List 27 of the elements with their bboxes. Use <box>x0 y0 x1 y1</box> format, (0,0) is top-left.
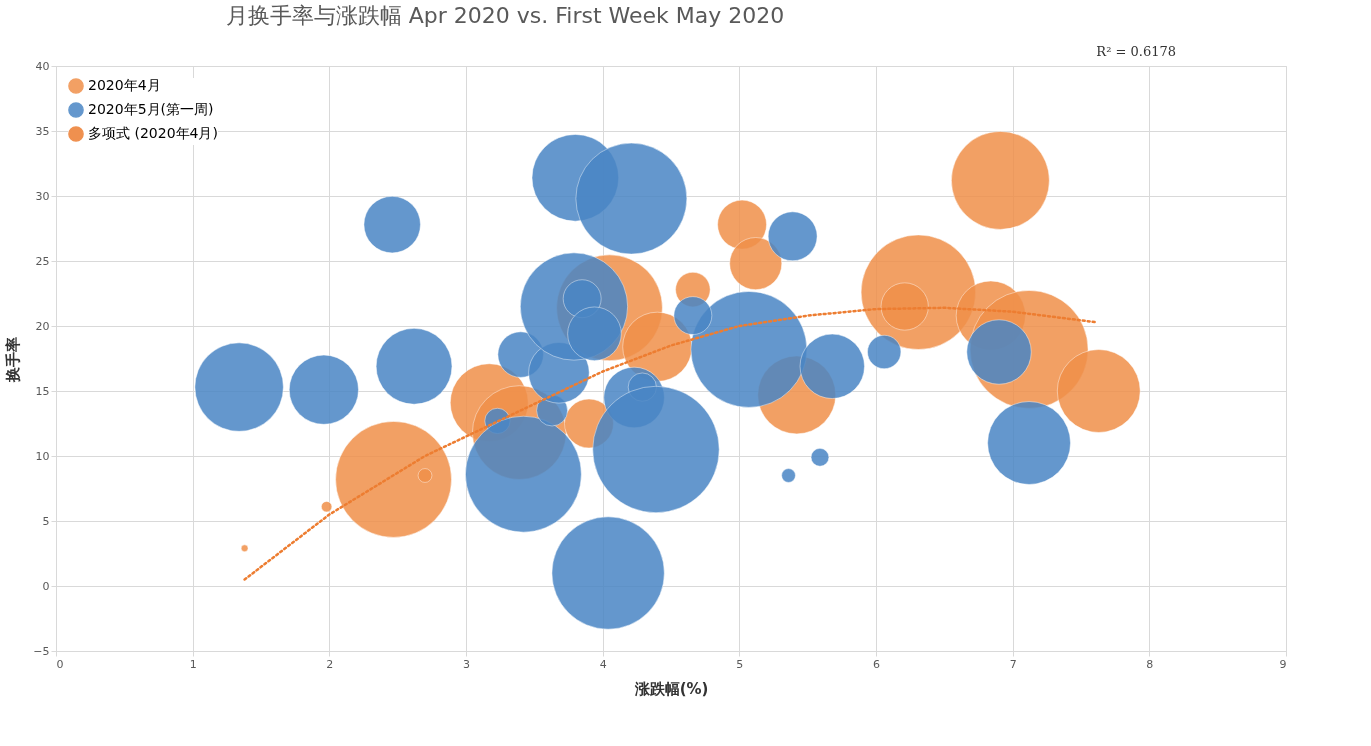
x-tick-label: 3 <box>463 657 470 671</box>
x-axis-title: 涨跌幅(%) <box>633 679 709 698</box>
x-tick-label: 0 <box>56 657 64 671</box>
legend-label: 2020年5月(第一周) <box>88 101 214 117</box>
legend-label: 2020年4月 <box>88 77 161 93</box>
x-tick-label: 6 <box>873 657 880 671</box>
y-tick-label: 10 <box>35 449 50 463</box>
y-tick-label: 25 <box>35 254 50 268</box>
y-tick-label: −5 <box>33 644 50 658</box>
y-axis-title: 换手率 <box>4 336 23 383</box>
x-tick-label: 9 <box>1279 657 1287 671</box>
y-tick-label: 35 <box>35 124 50 138</box>
y-tick-label: 5 <box>42 514 50 528</box>
x-tick-label: 8 <box>1146 657 1154 671</box>
y-tick-label: 40 <box>35 59 50 73</box>
x-tick-label: 2 <box>326 657 334 671</box>
legend-label: 多项式 (2020年4月) <box>88 125 218 141</box>
x-tick-label: 7 <box>1009 657 1017 671</box>
x-tick-label: 4 <box>599 657 607 671</box>
chart-title: 月换手率与涨跌幅 Apr 2020 vs. First Week May 2020 <box>225 3 785 28</box>
x-tick-label: 1 <box>189 657 197 671</box>
y-tick-label: 20 <box>35 319 50 333</box>
x-tick-label: 5 <box>736 657 744 671</box>
y-tick-label: 15 <box>35 384 50 398</box>
y-tick-label: 0 <box>42 579 50 593</box>
y-tick-label: 30 <box>35 189 50 203</box>
text: R² = 0.6178 <box>1096 44 1176 59</box>
